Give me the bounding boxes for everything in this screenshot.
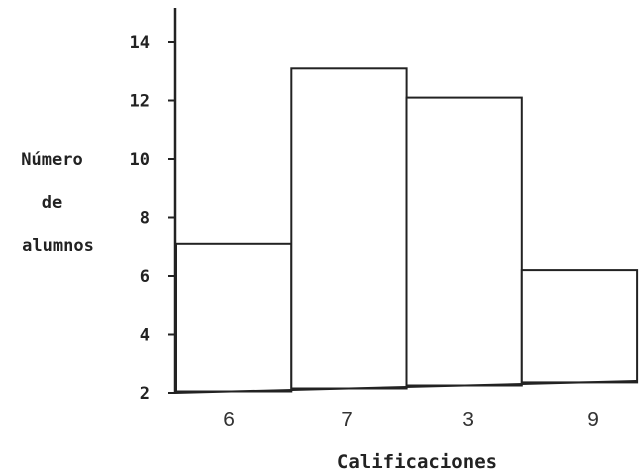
y-tick-label-2: 2 <box>140 384 150 404</box>
x-ticks-group: 6 7 3 9 <box>223 410 600 433</box>
bar-1 <box>175 242 293 393</box>
bar-2 <box>290 67 408 390</box>
y-tick-label-6: 6 <box>140 267 150 287</box>
y-ticks-group: 2 4 6 8 10 12 14 <box>130 33 175 404</box>
y-tick-label-4: 4 <box>140 326 150 346</box>
x-tick-label-4: 9 <box>587 410 600 433</box>
y-tick-label-8: 8 <box>140 209 150 229</box>
y-tick-label-12: 12 <box>130 92 150 112</box>
x-tick-label-2: 7 <box>341 410 354 433</box>
y-axis-label-line-3: alumnos <box>22 236 94 256</box>
y-axis-label-line-2: de <box>42 193 62 213</box>
x-tick-label-3: 3 <box>462 410 475 433</box>
x-tick-label-1: 6 <box>223 410 236 433</box>
bar-4 <box>520 269 639 384</box>
y-tick-label-14: 14 <box>130 33 150 53</box>
y-axis-label-line-1: Número <box>21 150 82 170</box>
y-tick-label-10: 10 <box>130 150 150 170</box>
x-axis-line <box>174 380 638 394</box>
bar-3 <box>405 96 523 387</box>
bars-group <box>175 67 639 393</box>
x-axis-label: Calificaciones <box>337 451 497 473</box>
